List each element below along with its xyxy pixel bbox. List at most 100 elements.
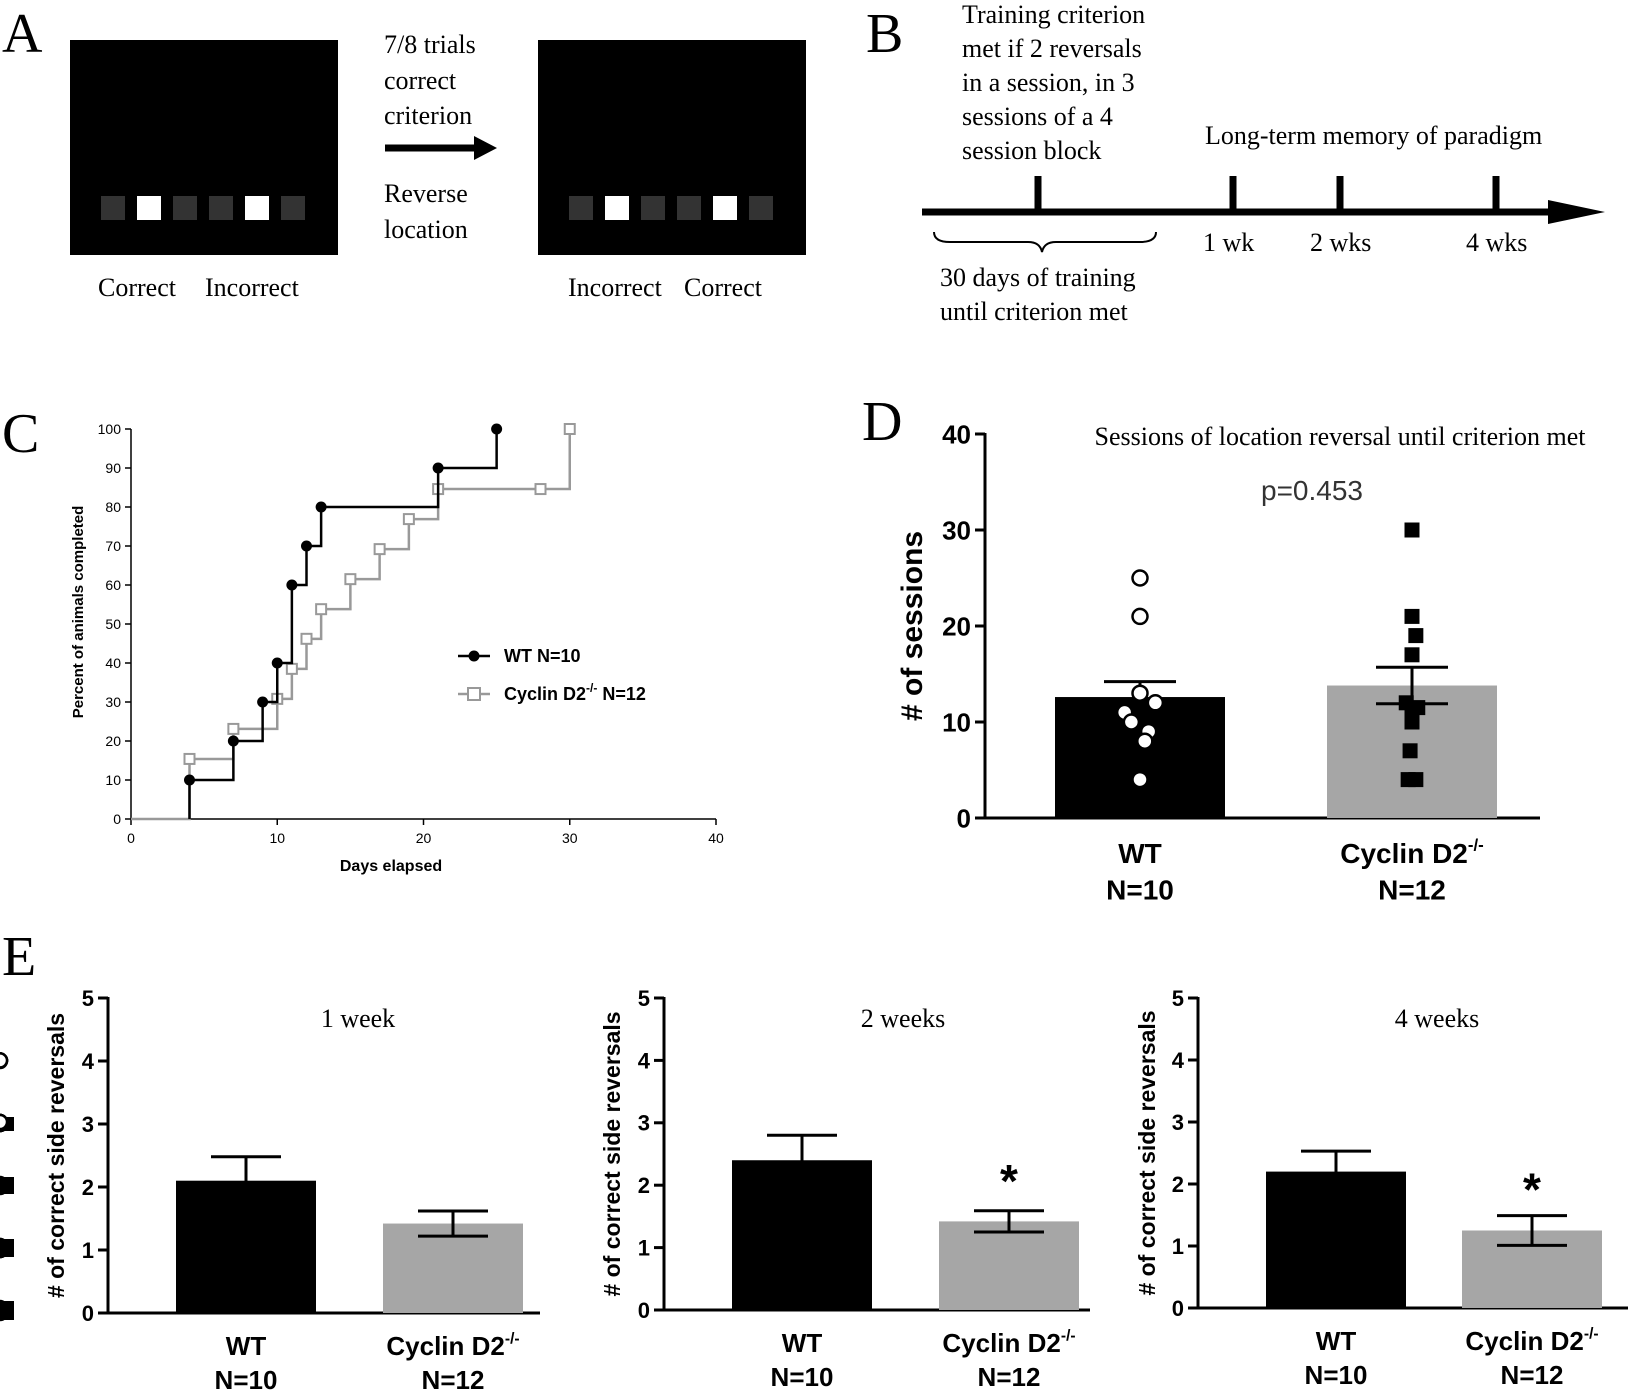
wt-data-point	[315, 501, 327, 513]
timeline-arrowhead	[1548, 200, 1605, 224]
y-tick-label: 1	[1172, 1234, 1184, 1259]
ko-data-point	[285, 662, 298, 675]
arrow-text-line-5: location	[384, 215, 468, 244]
criterion-line-3: in a session, in 3	[962, 68, 1135, 97]
legend-wt-marker	[468, 650, 480, 662]
memory-label: Long-term memory of paradigm	[1205, 121, 1542, 150]
y-tick-label: 2	[82, 1175, 94, 1200]
c-y-tick-label: 100	[98, 421, 122, 437]
ko-category-label: Cyclin D2-/-	[386, 1330, 519, 1361]
significance-star: *	[1000, 1155, 1018, 1207]
c-x-tick-label: 10	[269, 830, 285, 846]
ko-mean-bar	[939, 1221, 1079, 1310]
c-x-tick-label: 40	[708, 830, 724, 846]
y-tick-label: 3	[82, 1112, 94, 1137]
c-y-tick-label: 80	[105, 499, 121, 515]
right-window-1	[569, 196, 593, 220]
ko-category-label: Cyclin D2-/-	[1465, 1325, 1598, 1356]
ko-data-point	[563, 423, 576, 435]
ko-mean-bar	[383, 1223, 523, 1313]
ko-data-point	[1404, 647, 1420, 663]
training-line-1: 30 days of training	[940, 263, 1136, 292]
left-label-correct: Correct	[98, 273, 177, 302]
y-tick-label: 0	[1172, 1296, 1184, 1321]
criterion-line-1: Training criterion	[962, 0, 1145, 29]
c-y-tick-label: 90	[105, 460, 121, 476]
panel-b: B Training criterion met if 2 reversals …	[866, 0, 1605, 326]
legend-wt-label: WT N=10	[504, 646, 581, 666]
left-window-2-lit	[137, 196, 161, 220]
y-tick-label: 1	[82, 1238, 94, 1263]
transition-arrow-head	[474, 136, 497, 160]
reversals-1-week-chart: 0 1 2 3 4 5 WT N=10 Cyclin D2-/- N=12 # of correct…	[0, 986, 540, 1395]
arrow-text-line-1: 7/8 trials	[384, 30, 476, 59]
wt-data-point	[301, 540, 312, 552]
c-y-tick-label: 30	[105, 694, 121, 710]
ko-data-point	[183, 752, 196, 765]
wt-n-label: N=10	[215, 1365, 278, 1395]
y-tick-label: 3	[638, 1111, 650, 1136]
panel-d: D 0 10 20 30 40 WT N=10 Cyclin D2-/- N=12 # of se…	[862, 391, 1586, 905]
panel-letter-a: A	[2, 3, 43, 65]
timepoint-1wk: 1 wk	[1203, 228, 1254, 257]
ko-data-point	[1402, 743, 1418, 759]
timepoint-4wks: 4 wks	[1466, 228, 1527, 257]
y-tick-label: 0	[82, 1301, 94, 1326]
ko-data-point	[0, 1301, 14, 1315]
ko-step-curve	[131, 429, 571, 821]
left-window-4	[209, 196, 233, 220]
criterion-line-4: sessions of a 4	[962, 102, 1113, 131]
p-value-annotation: p=0.453	[1261, 475, 1363, 506]
wt-n-label: N=10	[1106, 874, 1174, 905]
chart-title: Sessions of location reversal until crit…	[1095, 422, 1587, 451]
y-tick-label: 3	[1172, 1110, 1184, 1135]
reversals-2-weeks-chart: 0 1 2 3 4 5 WT N=10 Cyclin D2-/- N=12 # of correct…	[0, 986, 1090, 1392]
y-tick-label: 4	[82, 1049, 95, 1074]
sessions-bar-chart: 0 10 20 30 40 WT N=10 Cyclin D2-/- N=12 # of sess…	[896, 419, 1586, 905]
arrow-text-line-4: Reverse	[384, 179, 468, 208]
panel-letter-b: B	[866, 3, 903, 65]
wt-data-point	[271, 657, 283, 669]
right-window-2-lit	[605, 196, 629, 220]
ko-n-label: N=12	[1378, 874, 1446, 905]
y-tick-label: 10	[942, 707, 971, 737]
y-tick-label: 4	[638, 1048, 651, 1073]
wt-data-point	[1131, 684, 1149, 702]
wt-data-point	[1131, 770, 1149, 789]
y-tick-label: 0	[957, 803, 971, 833]
left-window-6	[281, 196, 305, 220]
left-window-1	[101, 196, 125, 220]
y-tick-label: 5	[1172, 986, 1184, 1011]
training-line-2: until criterion met	[940, 297, 1129, 326]
y-tick-label: 5	[82, 986, 94, 1011]
wt-data-point	[0, 1113, 9, 1131]
c-y-tick-label: 20	[105, 733, 121, 749]
timepoint-2wks: 2 wks	[1310, 228, 1371, 257]
wt-mean-bar	[1266, 1171, 1406, 1308]
c-x-axis-label: Days elapsed	[340, 858, 442, 875]
right-window-4	[677, 196, 701, 220]
left-label-incorrect: Incorrect	[205, 273, 300, 302]
y-tick-label: 2	[1172, 1172, 1184, 1197]
chart-title: 4 weeks	[1395, 1004, 1479, 1033]
wt-data-point	[286, 579, 298, 591]
wt-data-point	[491, 423, 503, 435]
wt-data-point	[1131, 607, 1149, 626]
panel-c: C 0 10 20 30 40 0 10 20 30 40 50 60 70 80 90 100 Days e…	[2, 403, 724, 875]
wt-n-label: N=10	[1305, 1360, 1368, 1390]
ko-n-label: N=12	[978, 1362, 1041, 1392]
right-window-6	[749, 196, 773, 220]
panel-letter-d: D	[862, 391, 902, 453]
reversals-4-weeks-chart: 0 1 2 3 4 5 WT N=10 Cyclin D2-/- N=12 # of correct…	[0, 986, 1628, 1390]
ko-data-point	[1408, 628, 1424, 644]
ko-n-label: N=12	[422, 1365, 485, 1395]
c-x-tick-label: 20	[416, 830, 432, 846]
wt-category-label: WT	[782, 1328, 823, 1358]
ko-data-point	[1404, 522, 1420, 538]
y-tick-label: 40	[942, 419, 971, 449]
y-tick-label: 2	[638, 1173, 650, 1198]
c-x-tick-label: 0	[127, 830, 135, 846]
legend-ko-label: Cyclin D2-/- N=12	[504, 681, 646, 704]
right-label-incorrect: Incorrect	[568, 273, 663, 302]
